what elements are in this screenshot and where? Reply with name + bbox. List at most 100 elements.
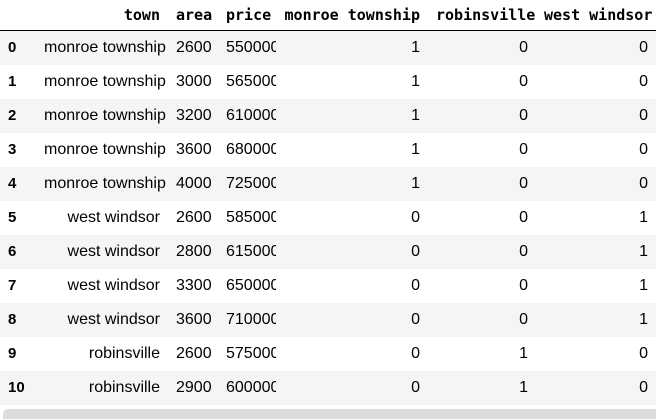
row-index: 3 [8, 141, 17, 158]
cell-monroe-township: 0 [411, 345, 420, 362]
cell-area: 4000 [176, 175, 212, 192]
row-index: 0 [8, 39, 17, 56]
cell-area: 3000 [176, 73, 212, 90]
cell-west-windsor: 1 [639, 209, 648, 226]
cell-monroe-township: 0 [411, 243, 420, 260]
cell-town: monroe township [44, 73, 166, 90]
cell-robinsville: 0 [519, 277, 528, 294]
cell-west-windsor: 0 [639, 39, 648, 56]
row-index: 9 [8, 345, 17, 362]
cell-price: 725000 [226, 175, 276, 192]
index-column-header [0, 0, 36, 31]
row-index: 5 [8, 209, 17, 226]
cell-price: 565000 [226, 73, 276, 90]
column-header-price: price [218, 0, 276, 31]
table-row: 7 west windsor 3300 650000 0 0 1 [0, 269, 656, 303]
column-header-town: town [36, 0, 168, 31]
cell-robinsville: 0 [519, 243, 528, 260]
cell-area: 2900 [176, 379, 212, 396]
cell-monroe-township: 1 [411, 175, 420, 192]
cell-town: west windsor [67, 277, 160, 294]
table-row: 3 monroe township 3600 680000 1 0 0 [0, 133, 656, 167]
cell-robinsville: 0 [519, 311, 528, 328]
cell-west-windsor: 0 [639, 141, 648, 158]
cell-price: 680000 [226, 141, 276, 158]
row-index: 2 [8, 107, 17, 124]
cell-west-windsor: 0 [639, 175, 648, 192]
table-row: 9 robinsville 2600 575000 0 1 0 [0, 337, 656, 371]
cell-area: 2600 [176, 209, 212, 226]
row-index: 4 [8, 175, 17, 192]
cell-west-windsor: 0 [639, 345, 648, 362]
cell-town: monroe township [44, 39, 166, 56]
cell-robinsville: 0 [519, 141, 528, 158]
header-row: town area price monroe township robinsville w… [0, 0, 656, 31]
horizontal-scrollbar[interactable] [3, 409, 656, 419]
cell-robinsville: 0 [519, 107, 528, 124]
cell-price: 585000 [226, 209, 276, 226]
table-row: 8 west windsor 3600 710000 0 0 1 [0, 303, 656, 337]
cell-price: 615000 [226, 243, 276, 260]
row-index: 1 [8, 73, 17, 90]
cell-area: 2800 [176, 243, 212, 260]
cell-robinsville: 1 [519, 379, 528, 396]
cell-town: monroe township [44, 175, 166, 192]
cell-west-windsor: 1 [639, 243, 648, 260]
cell-west-windsor: 0 [639, 379, 648, 396]
cell-robinsville: 1 [519, 345, 528, 362]
cell-price: 550000 [226, 39, 276, 56]
cell-area: 3200 [176, 107, 212, 124]
cell-monroe-township: 0 [411, 209, 420, 226]
cell-price: 610000 [226, 107, 276, 124]
cell-town: west windsor [67, 243, 160, 260]
cell-area: 3600 [176, 141, 212, 158]
dataframe-header: town area price monroe township robinsville w… [0, 0, 656, 31]
cell-price: 575000 [226, 345, 276, 362]
row-index: 10 [8, 379, 25, 396]
table-row: 1 monroe township 3000 565000 1 0 0 [0, 65, 656, 99]
cell-area: 2600 [176, 39, 212, 56]
cell-monroe-township: 1 [411, 107, 420, 124]
table-row: 2 monroe township 3200 610000 1 0 0 [0, 99, 656, 133]
cell-area: 3300 [176, 277, 212, 294]
cell-west-windsor: 0 [639, 107, 648, 124]
column-header-robinsville: robinsville [428, 0, 536, 31]
table-row: 0 monroe township 2600 550000 1 0 0 [0, 30, 656, 65]
cell-monroe-township: 0 [411, 311, 420, 328]
row-index: 7 [8, 277, 17, 294]
table-row: 6 west windsor 2800 615000 0 0 1 [0, 235, 656, 269]
cell-robinsville: 0 [519, 209, 528, 226]
cell-town: robinsville [88, 379, 160, 396]
cell-price: 650000 [226, 277, 276, 294]
cell-monroe-township: 0 [411, 277, 420, 294]
cell-robinsville: 0 [519, 39, 528, 56]
table-row: 5 west windsor 2600 585000 0 0 1 [0, 201, 656, 235]
row-index: 6 [8, 243, 17, 260]
cell-monroe-township: 1 [411, 73, 420, 90]
cell-town: west windsor [67, 209, 160, 226]
cell-town: monroe township [44, 141, 166, 158]
table-row: 4 monroe township 4000 725000 1 0 0 [0, 167, 656, 201]
cell-west-windsor: 1 [639, 277, 648, 294]
cell-area: 2600 [176, 345, 212, 362]
cell-town: west windsor [67, 311, 160, 328]
cell-monroe-township: 1 [411, 141, 420, 158]
cell-town: robinsville [88, 345, 160, 362]
column-header-area: area [168, 0, 218, 31]
column-header-monroe-township: monroe township [276, 0, 428, 31]
table-row: 10 robinsville 2900 600000 0 1 0 [0, 371, 656, 405]
cell-area: 3600 [176, 311, 212, 328]
cell-west-windsor: 0 [639, 73, 648, 90]
cell-monroe-township: 0 [411, 379, 420, 396]
cell-monroe-township: 1 [411, 39, 420, 56]
row-index: 8 [8, 311, 17, 328]
dataframe-body: 0 monroe township 2600 550000 1 0 0 1 monroe tow… [0, 30, 656, 405]
cell-robinsville: 0 [519, 175, 528, 192]
cell-town: monroe township [44, 107, 166, 124]
cell-price: 710000 [226, 311, 276, 328]
cell-robinsville: 0 [519, 73, 528, 90]
cell-price: 600000 [226, 379, 276, 396]
cell-west-windsor: 1 [639, 311, 648, 328]
dataframe-table: town area price monroe township robinsville w… [0, 0, 656, 405]
column-header-west-windsor: west windsor [536, 0, 656, 31]
